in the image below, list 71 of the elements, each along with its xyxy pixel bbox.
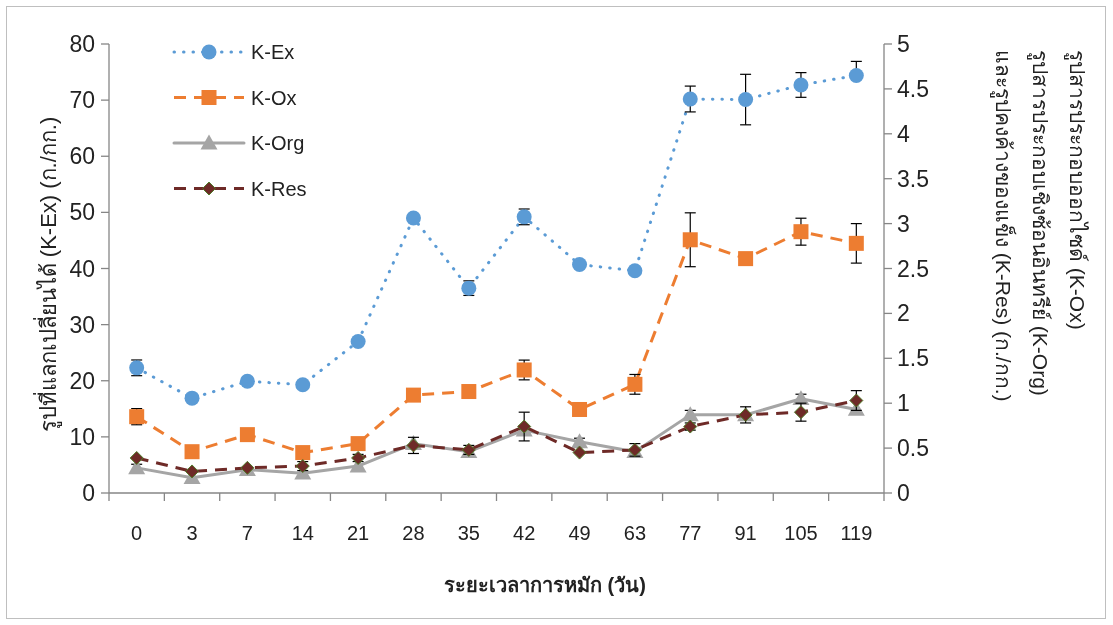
legend-item: K-Ex [172, 41, 295, 63]
y2-tick-label: 0 [897, 480, 910, 506]
x-tick-label: 77 [679, 522, 702, 544]
y-tick-label: 0 [82, 480, 95, 506]
x-tick-label: 91 [734, 522, 757, 544]
y-tick-label: 30 [69, 311, 95, 338]
y2-tick-label: 0.5 [897, 435, 929, 462]
point [848, 67, 864, 83]
legend-item: K-Org [172, 132, 305, 154]
legend-label: K-Org [251, 132, 305, 154]
y2-tick-label: 4 [897, 120, 910, 147]
y-tick-label: 20 [69, 367, 95, 394]
point [239, 373, 255, 389]
y2-tick-label: 3.5 [897, 165, 929, 192]
point [738, 92, 754, 108]
x-tick-label: 0 [131, 522, 143, 544]
y2-tick-label: 2.5 [897, 255, 929, 282]
point [572, 445, 587, 460]
y-tick-label: 60 [69, 143, 95, 170]
x-axis-title: ระยะเวลาการหมัก (วัน) [444, 574, 646, 596]
point [682, 91, 698, 107]
y-tick-label: 40 [69, 255, 95, 282]
point [793, 77, 809, 93]
point [295, 377, 311, 393]
y2-axis-title: รูปสารประกอบออกไซด์ (K-Ox) รูปสารประกอบเชิงซ้อนอินทรีย์ (K-Org) และรูปคงค้างของแข็ง (K-Res) (ก./กก.) [990, 50, 1089, 402]
point [848, 235, 864, 251]
point [405, 210, 421, 226]
point [129, 450, 144, 465]
legend-label: K-Res [251, 177, 307, 200]
point [627, 263, 643, 279]
point [572, 401, 588, 417]
y-tick-label: 80 [69, 31, 95, 57]
point [571, 433, 589, 449]
x-tick-label: 35 [457, 522, 480, 544]
point [461, 384, 477, 400]
x-tick-label: 105 [784, 522, 818, 544]
x-tick-label: 14 [291, 522, 314, 544]
x-tick-label: 21 [346, 522, 370, 544]
y2-tick-label: 5 [897, 31, 910, 57]
y2-tick-label: 2 [897, 300, 910, 327]
x-tick-label: 63 [623, 522, 647, 544]
point [350, 436, 366, 452]
point [239, 427, 255, 443]
point [405, 387, 421, 403]
point [738, 251, 754, 267]
point [572, 257, 588, 273]
point [184, 390, 200, 406]
y2-tick-label: 3 [897, 210, 910, 237]
y-tick-label: 50 [69, 199, 95, 226]
y2-tick-label: 1.5 [897, 345, 929, 372]
y2-tick-label: 4.5 [897, 75, 929, 102]
point [793, 224, 809, 240]
x-tick-label: 119 [840, 522, 873, 544]
x-tick-label: 28 [402, 522, 425, 544]
y-tick-label: 10 [69, 423, 95, 450]
point [295, 445, 311, 461]
point [350, 333, 366, 349]
x-tick-label: 7 [241, 522, 253, 544]
y2-tick-label: 1 [897, 390, 910, 417]
point [682, 232, 698, 248]
legend-item: K-Ox [174, 86, 297, 109]
legend-label: K-Ox [251, 86, 297, 109]
x-tick-label: 42 [513, 522, 536, 544]
x-tick-label: 3 [186, 522, 198, 544]
y-axis-title: รูปที่แลกเปลี่ยนได้ (K-Ex) (ก./กก.) [33, 116, 62, 433]
legend-item: K-Res [174, 177, 307, 200]
point [185, 464, 200, 479]
y-tick-label: 70 [69, 87, 95, 114]
legend-label: K-Ex [251, 41, 295, 63]
x-tick-label: 49 [568, 522, 591, 544]
point [184, 444, 200, 460]
